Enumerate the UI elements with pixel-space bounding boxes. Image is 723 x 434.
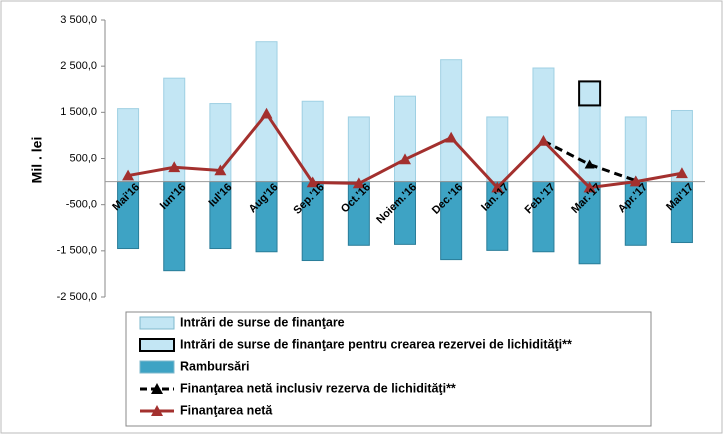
bar xyxy=(486,116,509,183)
legend-swatch xyxy=(139,316,175,330)
legend-swatch xyxy=(151,383,163,394)
y-tick-label: -500,0 xyxy=(66,199,97,211)
y-tick-label: 2 500,0 xyxy=(60,60,97,72)
marker xyxy=(306,176,319,188)
legend-swatch xyxy=(151,405,163,416)
marker xyxy=(214,164,227,176)
legend-label: Intrări de surse de finanţare xyxy=(180,315,345,329)
y-tick-label: -1 500,0 xyxy=(57,245,97,257)
legend-label: Rambursări xyxy=(180,359,249,373)
marker xyxy=(629,175,642,187)
y-tick-label: 1 500,0 xyxy=(60,106,97,118)
bar xyxy=(440,59,463,183)
legend-swatch xyxy=(139,360,175,374)
legend xyxy=(125,311,652,427)
legend-swatch xyxy=(139,338,175,352)
marker xyxy=(491,181,504,193)
y-tick-label: -2 500,0 xyxy=(57,291,97,303)
bar xyxy=(532,67,555,183)
marker xyxy=(584,159,595,169)
bar xyxy=(624,116,647,183)
marker xyxy=(122,169,135,181)
y-tick-label: 500,0 xyxy=(69,152,97,164)
line xyxy=(542,139,637,183)
bar xyxy=(578,80,602,107)
legend-label: Finanţarea netă inclusiv rezerva de lich… xyxy=(180,381,456,395)
marker xyxy=(445,131,458,143)
marker xyxy=(675,167,688,179)
legend-label: Intrări de surse de finanţare pentru cre… xyxy=(180,337,572,351)
marker xyxy=(260,107,273,119)
marker xyxy=(352,177,365,189)
bar xyxy=(347,116,370,183)
marker xyxy=(168,161,181,173)
bar xyxy=(394,95,416,183)
y-tick-label: 3 500,0 xyxy=(60,14,97,26)
marker xyxy=(399,153,411,165)
bar xyxy=(578,104,601,183)
marker xyxy=(583,181,596,193)
y-axis-label: Mil . lei xyxy=(29,137,45,184)
marker xyxy=(537,134,550,146)
legend-label: Finanţarea netă xyxy=(180,403,273,417)
